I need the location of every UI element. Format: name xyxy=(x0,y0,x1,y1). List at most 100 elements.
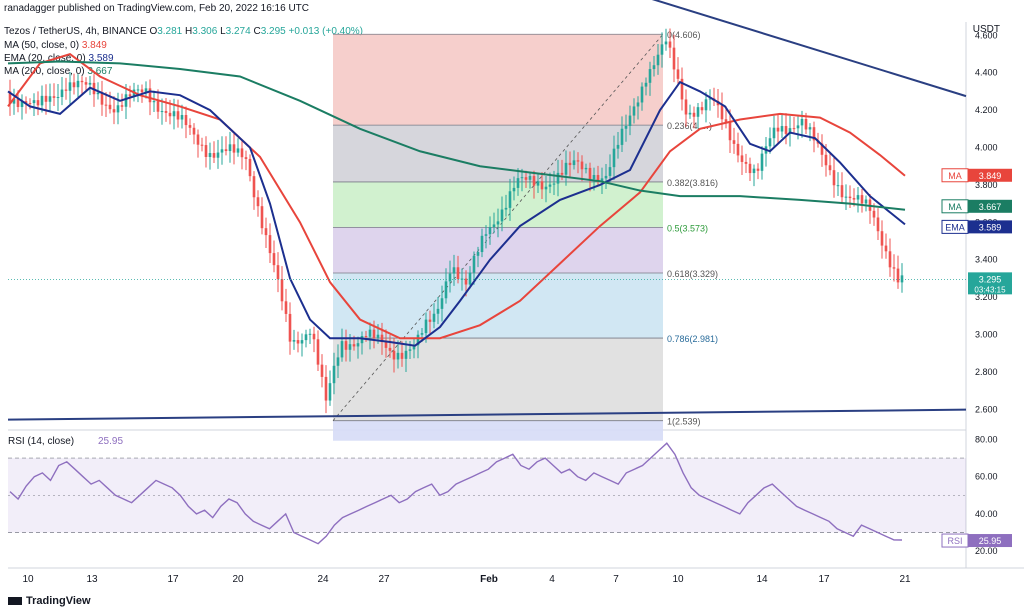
candle-body xyxy=(636,102,640,107)
candle-body xyxy=(276,265,280,280)
candle-body xyxy=(532,176,536,186)
open-label: O xyxy=(149,26,158,37)
fib-level-label: 0.236(4.…) xyxy=(667,121,712,131)
candle-body xyxy=(388,347,392,351)
candle-body xyxy=(544,186,548,190)
candle-body xyxy=(728,122,732,141)
candle-body xyxy=(800,118,804,126)
candle-body xyxy=(536,181,540,186)
change-value: +0.013 (+0.40%) xyxy=(288,26,364,37)
candle-body xyxy=(344,341,348,350)
candle-body xyxy=(676,69,680,79)
price-tag-name: MA xyxy=(948,171,962,181)
candle-body xyxy=(244,157,248,159)
fib-zone xyxy=(333,34,663,126)
candle-body xyxy=(616,144,620,149)
candle-body xyxy=(156,101,160,112)
rsi-tick-label: 40.00 xyxy=(975,509,998,519)
candle-body xyxy=(648,69,652,83)
candle-body xyxy=(888,251,892,268)
candle-body xyxy=(428,319,432,322)
candle-body xyxy=(504,207,508,210)
candle-body xyxy=(416,334,420,346)
candle-body xyxy=(120,105,124,107)
fib-level-label: 0.618(3.329) xyxy=(667,269,718,279)
candle-body xyxy=(176,111,180,120)
candle-body xyxy=(604,175,608,179)
candle-body xyxy=(468,272,472,285)
candle-body xyxy=(268,235,272,254)
rsi-tick-label: 20.00 xyxy=(975,546,998,556)
candle-body xyxy=(76,80,80,88)
candle-body xyxy=(236,148,240,153)
candle-body xyxy=(684,99,688,115)
price-tick-label: 4.000 xyxy=(975,143,998,153)
candle-body xyxy=(12,99,16,104)
candle-body xyxy=(384,342,388,348)
time-tick-label: 21 xyxy=(899,574,911,585)
resistance-trendline xyxy=(651,0,967,98)
candle-body xyxy=(316,339,320,365)
candle-body xyxy=(564,162,568,175)
candle-body xyxy=(640,86,644,103)
time-tick-label: 10 xyxy=(672,574,684,585)
candle-body xyxy=(612,148,616,168)
ema20-legend[interactable]: EMA (20, close, 0) 3.589 xyxy=(4,53,114,64)
price-axis-tag xyxy=(968,220,1012,234)
candle-body xyxy=(632,106,636,116)
symbol-name[interactable]: Tezos / TetherUS, 4h, BINANCE xyxy=(4,26,147,37)
candle-body xyxy=(72,82,76,88)
time-tick-label: 17 xyxy=(167,574,179,585)
candle-body xyxy=(200,144,204,146)
candle-body xyxy=(116,105,120,113)
candle-body xyxy=(304,334,308,341)
candle-body xyxy=(372,329,376,338)
candle-body xyxy=(704,99,708,111)
fib-zone xyxy=(333,125,663,182)
candle-body xyxy=(172,111,176,117)
ma200-legend[interactable]: MA (200, close, 0) 3.667 xyxy=(4,66,112,77)
published-info: ranadagger published on TradingView.com,… xyxy=(4,3,310,14)
candle-body xyxy=(264,228,268,236)
price-tag-value: 3.295 xyxy=(979,274,1002,284)
candle-body xyxy=(44,95,48,102)
candle-body xyxy=(512,187,516,192)
candle-body xyxy=(8,91,12,104)
candle-body xyxy=(900,275,904,283)
candle-body xyxy=(336,357,340,366)
candle-body xyxy=(136,89,140,91)
candle-body xyxy=(208,153,212,157)
ma200-line xyxy=(7,60,906,211)
candle-body xyxy=(740,155,744,162)
candle-body xyxy=(140,89,144,93)
rsi-tag-value: 25.95 xyxy=(979,536,1002,546)
candle-body xyxy=(720,105,724,120)
candle-body xyxy=(520,177,524,179)
rsi-tick-label: 80.00 xyxy=(975,434,998,444)
countdown-label: 03:43:15 xyxy=(974,285,1006,294)
candle-body xyxy=(700,107,704,111)
candle-body xyxy=(184,115,188,126)
candle-body xyxy=(292,340,296,342)
price-axis-tag xyxy=(968,168,1012,182)
candle-body xyxy=(308,333,312,335)
ma50-legend[interactable]: MA (50, close, 0) 3.849 xyxy=(4,40,107,51)
price-tick-label: 4.600 xyxy=(975,30,998,40)
fib-level-label: 0.5(3.573) xyxy=(667,223,708,233)
fib-level-label: 1(2.539) xyxy=(667,417,701,427)
close-value: 3.295 xyxy=(260,26,286,37)
candle-body xyxy=(128,94,132,97)
candle-body xyxy=(400,352,404,359)
candle-body xyxy=(288,313,292,342)
candle-body xyxy=(40,95,44,106)
time-tick-label: 17 xyxy=(818,574,830,585)
currency-label[interactable]: USDT xyxy=(972,24,1000,35)
candle-body xyxy=(432,313,436,322)
candle-body xyxy=(420,333,424,335)
candle-body xyxy=(380,334,384,343)
candle-body xyxy=(880,231,884,246)
candle-body xyxy=(776,127,780,132)
fib-level-label: 0.382(3.816) xyxy=(667,178,718,188)
candle-body xyxy=(464,278,468,285)
